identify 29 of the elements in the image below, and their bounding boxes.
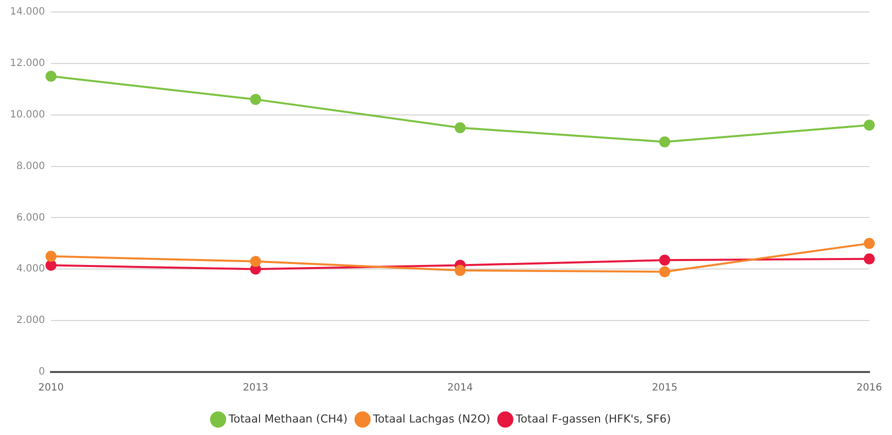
y-tick-label: 12.000 xyxy=(10,58,45,70)
y-tick-label: 6.000 xyxy=(16,212,45,224)
point xyxy=(864,238,875,249)
x-tick-label: 2010 xyxy=(38,382,64,394)
legend-label: Totaal Lachgas (N2O) xyxy=(372,412,490,426)
y-tick-label: 0 xyxy=(38,366,45,378)
point xyxy=(45,260,56,271)
y-tick-label: 10.000 xyxy=(10,109,45,120)
y-tick-label: 8.000 xyxy=(16,160,45,172)
point xyxy=(250,256,262,267)
point xyxy=(864,120,875,131)
x-tick-label: 2013 xyxy=(242,382,268,394)
point xyxy=(454,122,466,134)
y-tick-label: 2.000 xyxy=(16,315,45,326)
legend-label: Totaal Methaan (CH4) xyxy=(228,412,348,426)
point xyxy=(659,266,670,278)
point xyxy=(659,136,670,148)
point xyxy=(45,70,56,82)
point xyxy=(864,253,875,264)
x-tick-label: 2015 xyxy=(652,382,678,394)
point xyxy=(45,250,56,262)
x-tick-label: 2014 xyxy=(447,382,473,394)
y-tick-label: 4.000 xyxy=(16,264,45,275)
point xyxy=(454,264,466,276)
x-tick-label: 2016 xyxy=(856,382,882,394)
y-tick-label: 14.000 xyxy=(10,6,45,18)
point xyxy=(250,94,262,105)
legend-label: Totaal F-gassen (HFK's, SF6) xyxy=(514,412,671,426)
point xyxy=(659,254,670,266)
